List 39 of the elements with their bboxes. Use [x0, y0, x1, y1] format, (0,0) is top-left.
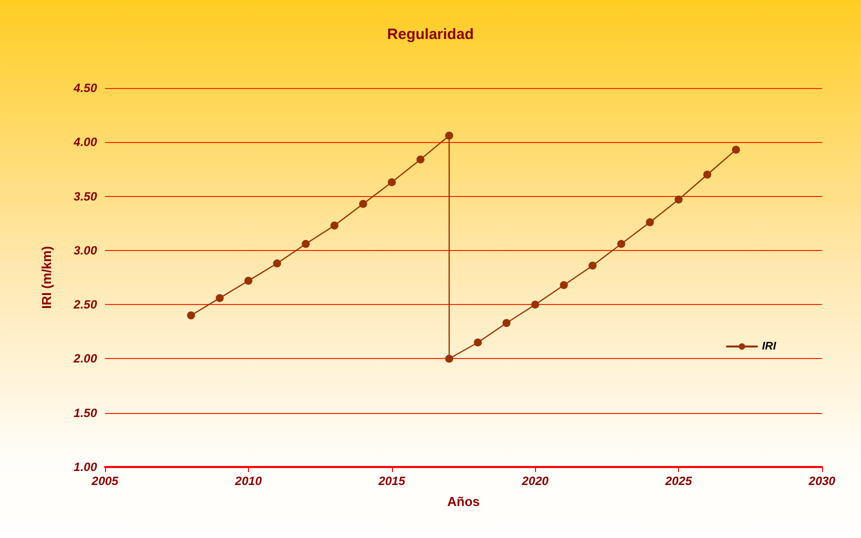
point [646, 218, 654, 226]
point [531, 300, 540, 309]
y-tick-label: 2.00 [72, 352, 98, 366]
y-tick-label: 1.50 [74, 406, 98, 420]
legend-label: IRI [762, 340, 777, 352]
y-tick-label: 3.00 [74, 243, 98, 258]
point [617, 240, 626, 248]
point [216, 294, 224, 302]
y-axis-title: IRI (m/km) [39, 246, 54, 309]
point [732, 146, 740, 154]
y-tick-label: 3.50 [74, 189, 98, 204]
point [445, 132, 454, 140]
x-tick-label: 2030 [808, 474, 836, 488]
point [560, 281, 568, 290]
point [445, 354, 454, 363]
point [330, 222, 338, 230]
y-tick-label: 4.00 [72, 135, 98, 150]
y-tick-label: 4.50 [72, 81, 98, 95]
point [502, 318, 511, 327]
x-tick-label: 2025 [664, 474, 692, 488]
point [273, 259, 282, 268]
point [187, 311, 196, 320]
x-tick-label: 2005 [90, 474, 119, 488]
point [244, 276, 252, 285]
x-tick-label: 2015 [377, 474, 406, 488]
point [474, 338, 482, 346]
x-tick-label: 2020 [520, 474, 549, 488]
point [588, 262, 597, 270]
y-tick-label: 1.00 [74, 460, 98, 474]
x-tick-label: 2010 [234, 474, 262, 488]
x-axis-title: Años [447, 494, 480, 509]
point [388, 178, 396, 186]
y-tick-label: 2.50 [72, 298, 98, 312]
point [359, 200, 368, 208]
point [302, 240, 310, 248]
point [674, 196, 683, 204]
point [416, 155, 424, 164]
chart-title: Regularidad [387, 26, 474, 43]
point [703, 170, 712, 179]
